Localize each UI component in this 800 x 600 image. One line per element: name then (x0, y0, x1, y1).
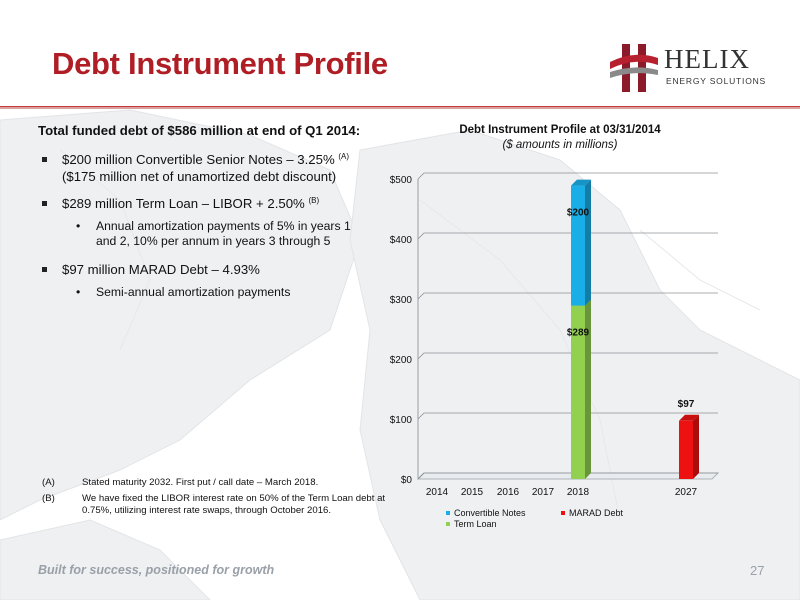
sub-bullet-term-loan: Annual amortization payments of 5% in ye… (38, 219, 368, 249)
debt-summary: Total funded debt of $586 million at end… (38, 122, 368, 312)
x-tick-label: 2027 (675, 487, 698, 498)
footnote-b: (B) We have fixed the LIBOR interest rat… (42, 493, 387, 517)
bullet-convertible-notes: $200 million Convertible Senior Notes – … (38, 151, 368, 185)
chart-subtitle: ($ amounts in millions) (502, 139, 618, 151)
chart-floor (416, 472, 720, 480)
bar-top-marad-debt-2027 (679, 414, 699, 421)
gridline (417, 172, 718, 180)
gridline (417, 352, 718, 360)
y-tick-label: $500 (390, 175, 413, 186)
bar-marad-debt-2027 (679, 420, 693, 479)
legend-swatch (446, 511, 450, 515)
bullet-term-loan: $289 million Term Loan – LIBOR + 2.50% (… (38, 195, 368, 212)
chart-title: Debt Instrument Profile at 03/31/2014 (459, 124, 661, 136)
footnote-mark: (A) (42, 477, 55, 488)
bullet-marad-debt: $97 million MARAD Debt – 4.93% (38, 261, 368, 278)
x-tick-label: 2017 (532, 487, 555, 498)
y-tick-label: $0 (401, 475, 413, 486)
logo-tagline: ENERGY SOLUTIONS (666, 76, 767, 86)
x-tick-label: 2018 (567, 487, 590, 498)
footnote-mark: (B) (42, 493, 55, 504)
sub-bullet-marad: Semi-annual amortization payments (38, 285, 368, 300)
bullet-text: $97 million MARAD Debt – 4.93% (62, 262, 260, 277)
x-tick-label: 2015 (461, 487, 484, 498)
summary-lead: Total funded debt of $586 million at end… (38, 123, 361, 138)
footnote-ref: (A) (338, 152, 350, 161)
helix-emblem-icon (610, 44, 658, 92)
title-divider (0, 106, 800, 109)
x-tick-label: 2016 (497, 487, 520, 498)
logo-name: HELIX (664, 44, 750, 74)
data-label: $97 (678, 399, 695, 410)
footnote-a: (A) Stated maturity 2032. First put / ca… (42, 477, 387, 489)
x-tick-label: 2014 (426, 487, 449, 498)
gridline (417, 292, 718, 300)
data-label: $289 (567, 328, 590, 339)
slide-title: Debt Instrument Profile (52, 46, 388, 81)
gridline (417, 232, 718, 240)
gridline (417, 472, 718, 480)
y-tick-label: $300 (390, 295, 413, 306)
legend-label: Convertible Notes (454, 508, 526, 518)
bar-convertible-notes-2018 (571, 185, 585, 306)
bullet-text-continued: ($175 million net of unamortized debt di… (62, 169, 337, 184)
bar-term-loan-2018 (571, 305, 585, 479)
y-tick-label: $400 (390, 235, 413, 246)
legend-swatch (446, 522, 450, 526)
bar-side-convertible-notes-2018 (585, 179, 591, 306)
bar-top-convertible-notes-2018 (571, 179, 591, 186)
y-tick-label: $200 (390, 355, 413, 366)
legend-label: Term Loan (454, 519, 497, 529)
legend-swatch (561, 511, 565, 515)
bar-side-term-loan-2018 (585, 299, 591, 479)
helix-logo: HELIX ENERGY SOLUTIONS (608, 40, 788, 96)
data-label: $200 (567, 208, 590, 219)
bullet-text: $200 million Convertible Senior Notes – … (62, 152, 335, 167)
page-number: 27 (750, 563, 765, 578)
footer-tagline: Built for success, positioned for growth (38, 563, 275, 577)
bullet-text: $289 million Term Loan – LIBOR + 2.50% (62, 196, 305, 211)
y-tick-label: $100 (390, 415, 413, 426)
legend-label: MARAD Debt (569, 508, 624, 518)
footnote-ref: (B) (308, 196, 320, 205)
footnote-text: We have fixed the LIBOR interest rate on… (82, 493, 386, 516)
gridline (417, 412, 718, 420)
bar-side-marad-debt-2027 (693, 414, 699, 479)
footnotes: (A) Stated maturity 2032. First put / ca… (42, 477, 387, 521)
footnote-text: Stated maturity 2032. First put / call d… (82, 477, 319, 488)
